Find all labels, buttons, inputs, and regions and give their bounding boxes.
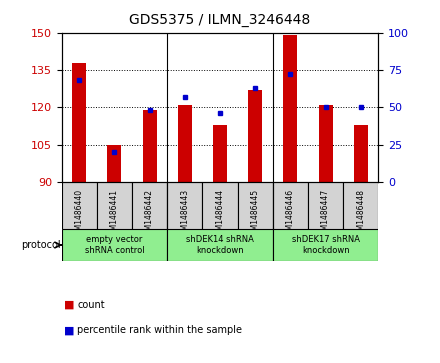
Text: GSM1486448: GSM1486448	[356, 189, 365, 240]
Text: ■: ■	[64, 325, 74, 335]
Bar	[143, 110, 157, 182]
Bar	[167, 182, 202, 229]
Bar	[97, 182, 132, 229]
Text: percentile rank within the sample: percentile rank within the sample	[77, 325, 242, 335]
Text: protocol: protocol	[21, 240, 61, 250]
Text: shDEK14 shRNA
knockdown: shDEK14 shRNA knockdown	[186, 235, 254, 255]
Bar	[167, 229, 273, 261]
Text: GSM1486445: GSM1486445	[251, 189, 260, 240]
Bar	[132, 182, 167, 229]
Text: count: count	[77, 300, 105, 310]
Bar	[62, 229, 167, 261]
Bar	[72, 62, 86, 182]
Text: empty vector
shRNA control: empty vector shRNA control	[84, 235, 144, 255]
Bar	[273, 182, 308, 229]
Bar	[107, 145, 121, 182]
Text: GSM1486441: GSM1486441	[110, 189, 119, 240]
Bar	[238, 182, 273, 229]
Text: GSM1486446: GSM1486446	[286, 189, 295, 240]
Bar	[248, 90, 262, 182]
Text: ■: ■	[64, 300, 74, 310]
Bar	[343, 182, 378, 229]
Text: GDS5375 / ILMN_3246448: GDS5375 / ILMN_3246448	[129, 13, 311, 27]
Text: shDEK17 shRNA
knockdown: shDEK17 shRNA knockdown	[292, 235, 359, 255]
Bar	[354, 125, 368, 182]
Bar	[213, 125, 227, 182]
Text: GSM1486442: GSM1486442	[145, 189, 154, 240]
Bar	[308, 182, 343, 229]
Text: GSM1486444: GSM1486444	[216, 189, 224, 240]
Bar	[62, 182, 97, 229]
Bar	[202, 182, 238, 229]
Bar	[273, 229, 378, 261]
Bar	[178, 105, 192, 182]
Text: GSM1486443: GSM1486443	[180, 189, 189, 240]
Text: GSM1486447: GSM1486447	[321, 189, 330, 240]
Bar	[283, 35, 297, 182]
Text: GSM1486440: GSM1486440	[75, 189, 84, 240]
Bar	[319, 105, 333, 182]
